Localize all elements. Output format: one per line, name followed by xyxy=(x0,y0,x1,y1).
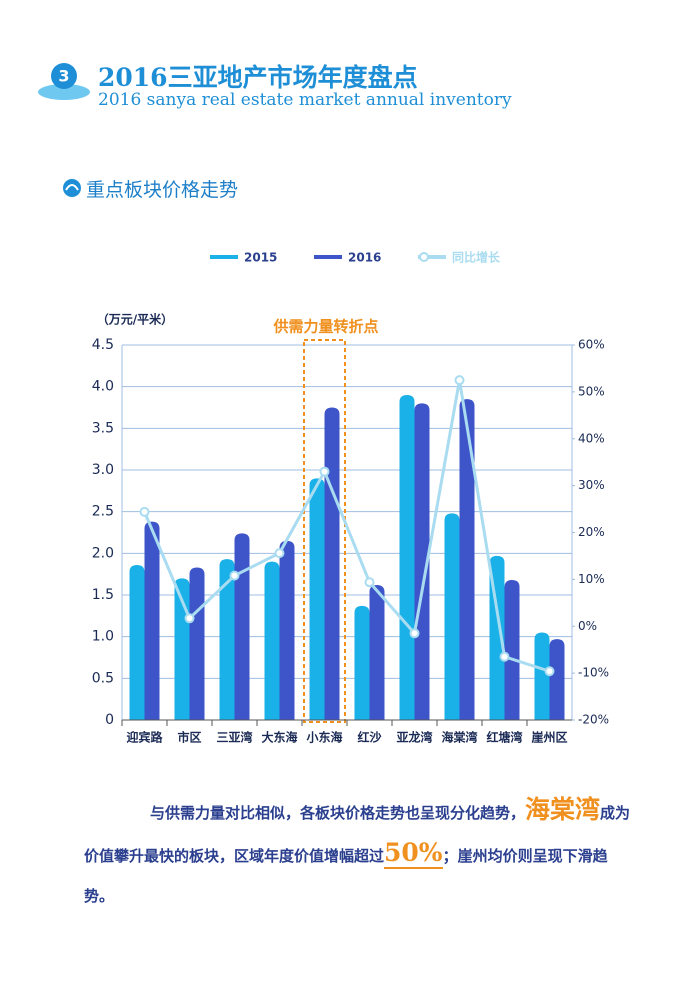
line-point xyxy=(139,506,150,517)
line-point xyxy=(184,613,195,624)
y-tick-label: 2.0 xyxy=(92,545,114,561)
bar xyxy=(324,407,340,720)
y-tick-label: 3.0 xyxy=(92,462,114,478)
line-point xyxy=(274,548,285,559)
y-tick-label: 1.0 xyxy=(92,629,114,645)
bar xyxy=(174,578,190,720)
bar xyxy=(414,403,430,720)
section-title: 重点板块价格走势 xyxy=(86,179,239,201)
x-tick-label: 迎宾路 xyxy=(126,730,163,745)
bar xyxy=(534,632,550,720)
summary-text: ；崖州均价则呈现下滑趋势。 xyxy=(84,847,608,905)
summary: 与供需力量对比相似，各板块价格走势也呈现分化趋势，海棠湾成为 价值攀升最快的板块… xyxy=(70,790,630,916)
header-subtitle: 2016 sanya real estate market annual inv… xyxy=(98,90,512,110)
line-point xyxy=(544,666,555,677)
y2-tick-label: -20% xyxy=(578,713,609,727)
annotation: 供需力量转折点 xyxy=(272,318,378,336)
y-tick-label: 2.5 xyxy=(92,504,114,520)
y2-tick-label: 0% xyxy=(578,619,597,633)
bar xyxy=(444,513,460,720)
y-tick-label: 3.5 xyxy=(92,420,114,436)
x-tick-label: 市区 xyxy=(177,730,201,745)
annotation-box xyxy=(303,339,346,723)
line-point xyxy=(409,628,420,639)
y2-tick-label: 20% xyxy=(578,525,605,539)
bar xyxy=(264,561,280,720)
legend-label: 2016 xyxy=(348,251,381,265)
y-tick-label: 4.0 xyxy=(92,379,114,395)
bar xyxy=(354,605,370,720)
legend-label: 2015 xyxy=(244,251,277,265)
bar xyxy=(549,639,565,720)
summary-highlight: 50% xyxy=(384,838,443,869)
y2-tick-label: 50% xyxy=(578,384,605,398)
y2-tick-label: 60% xyxy=(578,338,605,352)
bar xyxy=(219,559,235,720)
line-point xyxy=(364,577,375,588)
summary-highlight: 海棠湾 xyxy=(524,795,600,824)
x-tick-label: 红沙 xyxy=(357,730,381,745)
header-icon: 3 xyxy=(38,63,90,100)
section-icon xyxy=(63,179,81,197)
bar xyxy=(369,585,385,720)
x-tick-label: 红塘湾 xyxy=(486,730,522,745)
line-point xyxy=(229,570,240,581)
legend-marker xyxy=(419,252,429,262)
bar xyxy=(144,521,160,720)
x-tick-label: 崖州区 xyxy=(531,730,567,745)
x-tick-label: 小东海 xyxy=(306,730,342,745)
line xyxy=(143,379,550,673)
header-title: 2016三亚地产市场年度盘点 xyxy=(98,63,418,92)
chart: （万元/平米） 供需力量转折点 0 0.5 1.0 1.5 2.0 2.5 3.0 3.5 4.… xyxy=(92,250,609,745)
bar xyxy=(399,395,415,720)
bar xyxy=(504,580,520,720)
bar xyxy=(459,399,475,720)
x-tick-label: 海棠湾 xyxy=(441,730,477,745)
legend-label: 同比增长 xyxy=(452,250,501,265)
x-tick-label: 亚龙湾 xyxy=(396,730,432,745)
x-tick-label: 大东海 xyxy=(261,730,297,745)
summary-text: 价值攀升最快的板块，区域年度价值增幅超过 xyxy=(84,847,385,865)
y-tick-label: 0.5 xyxy=(92,670,114,686)
summary-text: 成为 xyxy=(599,804,630,822)
y2-tick-label: 30% xyxy=(578,478,605,492)
y-tick-label: 4.5 xyxy=(92,337,114,353)
y2-tick-label: 40% xyxy=(578,431,605,445)
y-tick-label: 0 xyxy=(105,712,114,728)
bar xyxy=(129,565,145,720)
page-number: 3 xyxy=(58,67,69,86)
bar xyxy=(189,567,205,720)
line-point xyxy=(454,375,465,386)
y-axis-label: （万元/平米） xyxy=(97,312,173,327)
bar xyxy=(309,478,325,720)
summary-text: 与供需力量对比相似，各板块价格走势也呈现分化趋势， xyxy=(149,804,525,822)
line-point xyxy=(319,466,330,477)
bar xyxy=(234,533,250,720)
y-tick-label: 1.5 xyxy=(92,587,114,603)
y2-tick-label: -10% xyxy=(578,666,609,680)
line-point xyxy=(499,651,510,662)
bar xyxy=(279,540,295,720)
x-tick-label: 三亚湾 xyxy=(216,730,252,745)
y2-tick-label: 10% xyxy=(578,572,605,586)
